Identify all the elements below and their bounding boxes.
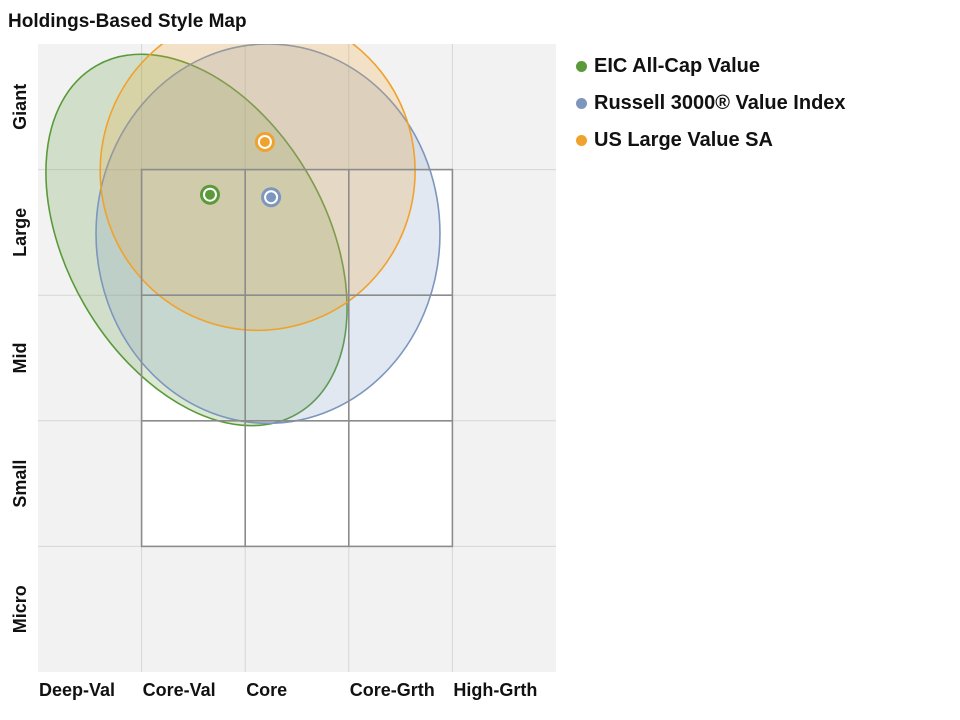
legend-label: US Large Value SA (594, 129, 773, 151)
ownership-zone-us-large-value-sa (99, 44, 416, 332)
style-box-fill (141, 169, 453, 547)
centroid-dot (259, 136, 270, 147)
legend-swatch (576, 135, 587, 146)
centroid-dot (266, 192, 277, 203)
y-tick-label-large: Large (10, 208, 30, 257)
y-tick-label-mid: Mid (10, 343, 30, 374)
ownership-zone-russell-3000-value-index (95, 44, 441, 425)
x-tick-label-high-grth: High-Grth (453, 680, 537, 700)
style-box (140, 168, 454, 548)
chart-title: Holdings-Based Style Map (8, 11, 247, 32)
centroid-russell-3000-value-index (261, 187, 282, 208)
legend: EIC All-Cap Value Russell 3000® Value Ind… (576, 48, 846, 159)
legend-label: EIC All-Cap Value (594, 55, 760, 77)
legend-swatch (576, 61, 587, 72)
centroid-dot (204, 189, 215, 200)
x-tick-label-core: Core (246, 680, 287, 700)
x-tick-label-core-val: Core-Val (143, 680, 216, 700)
y-tick-label-small: Small (10, 460, 30, 508)
legend-item-us-large-value-sa: US Large Value SA (576, 122, 846, 159)
y-tick-label-giant: Giant (10, 84, 30, 130)
legend-label: Russell 3000® Value Index (594, 92, 846, 114)
x-tick-label-deep-val: Deep-Val (39, 680, 115, 700)
x-tick-label-core-grth: Core-Grth (350, 680, 435, 700)
centroid-us-large-value-sa (254, 131, 275, 152)
legend-item-eic-all-cap-value: EIC All-Cap Value (576, 48, 846, 85)
y-tick-label-micro: Micro (10, 585, 30, 633)
legend-item-russell-3000-value-index: Russell 3000® Value Index (576, 85, 846, 122)
legend-swatch (576, 98, 587, 109)
centroid-eic-all-cap-value (199, 184, 220, 205)
